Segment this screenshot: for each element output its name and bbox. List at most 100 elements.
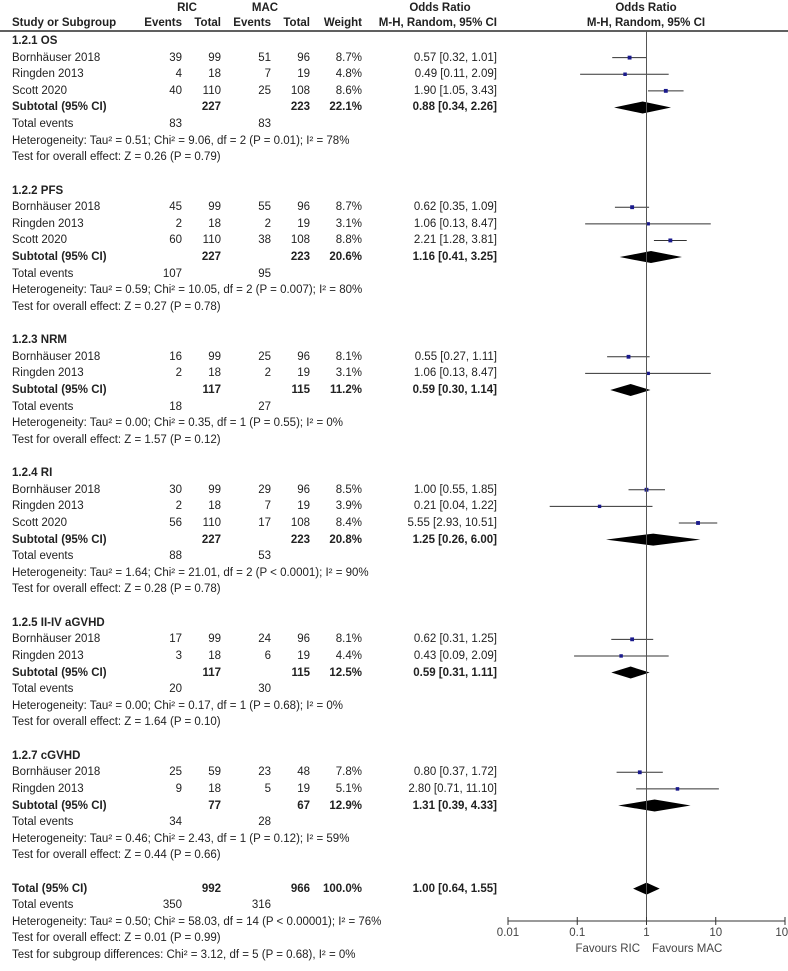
favours-left-label: Favours RIC xyxy=(575,943,640,955)
weight: 8.1% xyxy=(335,350,362,363)
heterogeneity-text: Heterogeneity: Tau² = 0.00; Chi² = 0.17,… xyxy=(12,699,344,712)
ric-total: 99 xyxy=(208,201,221,214)
ric-events: 4 xyxy=(175,68,182,81)
mac-total: 19 xyxy=(297,782,310,795)
header-group2: MAC xyxy=(251,2,279,14)
mac-total: 108 xyxy=(290,84,310,97)
odds-ratio-ci: 1.06 [0.13, 8.47] xyxy=(413,217,497,230)
ric-total: 18 xyxy=(208,367,221,380)
point-square xyxy=(619,654,623,658)
total-weight: 100.0% xyxy=(322,882,362,895)
ric-total: 59 xyxy=(208,766,221,779)
overall-effect-text: Test for overall effect: Z = 0.26 (P = 0… xyxy=(12,151,221,164)
ric-total: 18 xyxy=(208,217,221,230)
ric-total: 99 xyxy=(208,51,221,64)
mac-total-events: 95 xyxy=(258,267,271,280)
subgroup-title: 1.2.5 II-IV aGVHD xyxy=(12,616,105,629)
mac-total: 96 xyxy=(297,633,310,646)
study-name: Scott 2020 xyxy=(12,84,67,97)
total-events-label: Total events xyxy=(12,899,74,912)
mac-events: 25 xyxy=(258,84,271,97)
ric-events: 17 xyxy=(169,633,182,646)
mac-events: 5 xyxy=(264,782,271,795)
subtotal-ric-total: 227 xyxy=(201,251,221,264)
mac-events: 38 xyxy=(258,234,271,247)
total-label: Total (95% CI) xyxy=(12,882,88,895)
subtotal-ric-total: 227 xyxy=(201,101,221,114)
weight: 8.8% xyxy=(335,234,362,247)
mac-total: 19 xyxy=(297,500,310,513)
study-name: Bornhäuser 2018 xyxy=(12,201,101,214)
mac-total: 96 xyxy=(297,350,310,363)
subtotal-label: Subtotal (95% CI) xyxy=(12,666,107,679)
point-square xyxy=(646,371,650,376)
mac-total: 19 xyxy=(297,217,310,230)
odds-ratio-ci: 0.21 [0.04, 1.22] xyxy=(413,500,497,513)
study-name: Ringden 2013 xyxy=(12,367,84,380)
subtotal-weight: 12.5% xyxy=(329,666,362,679)
subtotal-weight: 20.6% xyxy=(329,251,362,264)
mac-events: 7 xyxy=(264,68,271,81)
ric-events: 39 xyxy=(169,51,182,64)
subtotal-mac-total: 223 xyxy=(290,251,310,264)
header-group1: RIC xyxy=(177,2,197,14)
ric-events: 30 xyxy=(169,483,182,496)
ric-events: 25 xyxy=(169,766,182,779)
subtotal-odds-ratio-ci: 0.59 [0.31, 1.11] xyxy=(413,666,497,679)
subtotal-weight: 22.1% xyxy=(329,101,362,114)
mac-events: 23 xyxy=(258,766,271,779)
ric-total: 18 xyxy=(208,649,221,662)
point-square xyxy=(626,354,631,359)
study-name: Bornhäuser 2018 xyxy=(12,633,101,646)
subtotal-weight: 20.8% xyxy=(329,533,362,546)
odds-ratio-ci: 2.21 [1.28, 3.81] xyxy=(413,234,497,247)
odds-ratio-ci: 0.49 [0.11, 2.09] xyxy=(414,68,497,81)
odds-ratio-ci: 1.00 [0.55, 1.85] xyxy=(413,483,497,496)
odds-ratio-ci: 2.80 [0.71, 11.10] xyxy=(408,782,497,795)
mac-total: 19 xyxy=(297,649,310,662)
mac-total: 108 xyxy=(290,516,310,529)
subtotal-odds-ratio-ci: 1.16 [0.41, 3.25] xyxy=(412,251,497,264)
point-square xyxy=(663,88,668,93)
mac-total: 96 xyxy=(297,201,310,214)
subgroup-differences-text: Test for subgroup differences: Chi² = 3.… xyxy=(12,949,356,962)
x-tick-label: 10 xyxy=(709,927,723,939)
study-name: Scott 2020 xyxy=(12,234,67,247)
subtotal-ric-total: 227 xyxy=(201,533,221,546)
ric-total-events: 83 xyxy=(169,118,182,131)
heterogeneity-text: Heterogeneity: Tau² = 0.50; Chi² = 58.03… xyxy=(12,915,382,928)
subtotal-odds-ratio-ci: 1.31 [0.39, 4.33] xyxy=(412,799,497,812)
mac-events: 51 xyxy=(258,51,271,64)
header-method: M-H, Random, 95% CI xyxy=(378,17,497,29)
point-square xyxy=(630,637,635,642)
ric-total: 110 xyxy=(202,516,221,529)
point-square xyxy=(637,770,642,775)
subtotal-weight: 11.2% xyxy=(330,384,362,397)
total-events-label: Total events xyxy=(12,816,74,829)
subtotal-ric-total: 77 xyxy=(208,799,221,812)
mac-total: 19 xyxy=(297,367,310,380)
subtotal-mac-total: 223 xyxy=(290,533,310,546)
subgroup-title: 1.2.2 PFS xyxy=(12,184,64,197)
odds-ratio-ci: 1.90 [1.05, 3.43] xyxy=(413,84,497,97)
x-tick-label: 100 xyxy=(775,927,788,939)
mac-total-events: 53 xyxy=(258,550,271,563)
total-events-label: Total events xyxy=(12,118,74,131)
header-total1: Total xyxy=(194,17,221,29)
overall-effect-text: Test for overall effect: Z = 0.27 (P = 0… xyxy=(12,300,221,313)
subtotal-ric-total: 117 xyxy=(202,384,221,397)
total-events-label: Total events xyxy=(12,400,74,413)
ric-total-events: 20 xyxy=(169,683,182,696)
study-name: Scott 2020 xyxy=(12,516,67,529)
ric-total-events: 34 xyxy=(169,816,182,829)
mac-total-events: 83 xyxy=(258,118,271,131)
odds-ratio-ci: 0.55 [0.27, 1.11] xyxy=(414,350,497,363)
point-square xyxy=(630,205,635,210)
mac-total: 108 xyxy=(290,234,310,247)
ric-events: 45 xyxy=(169,201,182,214)
weight: 8.4% xyxy=(335,516,362,529)
mac-total: 96 xyxy=(297,51,310,64)
weight: 8.6% xyxy=(335,84,362,97)
ric-total: 99 xyxy=(208,633,221,646)
